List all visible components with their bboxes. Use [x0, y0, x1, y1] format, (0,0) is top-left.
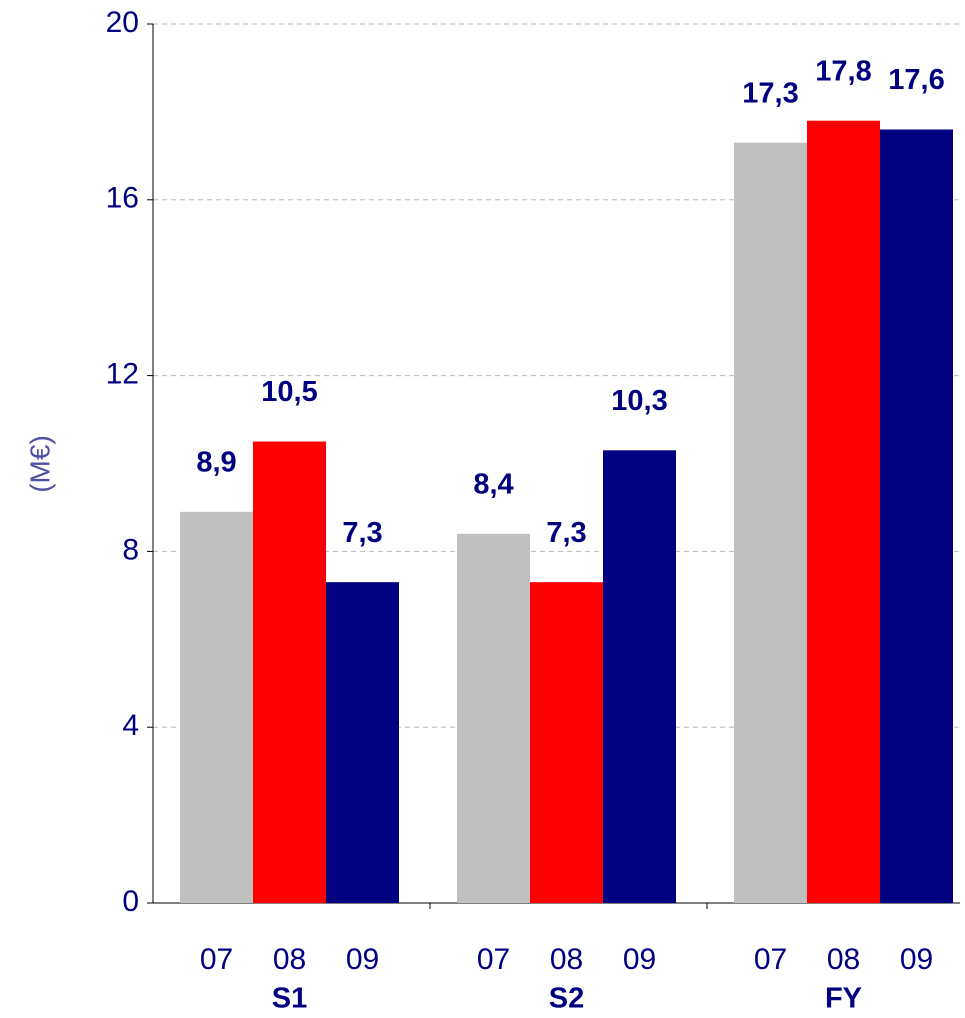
- bar: [807, 120, 880, 903]
- data-label: 8,4: [473, 468, 513, 500]
- bar: [180, 511, 253, 903]
- data-label: 7,3: [546, 517, 586, 549]
- y-tick-label: 8: [122, 533, 139, 566]
- bar: [880, 129, 953, 904]
- data-label: 10,5: [261, 376, 317, 408]
- series-label: 07: [477, 943, 510, 976]
- series-label: 08: [273, 943, 306, 976]
- y-tick-label: 16: [106, 182, 139, 215]
- series-label: 07: [200, 943, 233, 976]
- bar: [603, 450, 676, 903]
- bar: [530, 582, 603, 903]
- series-label: 09: [900, 943, 933, 976]
- series-label: 09: [346, 943, 379, 976]
- series-label: 08: [827, 943, 860, 976]
- x-tick-label: S2: [549, 983, 584, 1015]
- series-label: 08: [550, 943, 583, 976]
- x-tick-label: S1: [272, 983, 307, 1015]
- x-tick-label: FY: [825, 983, 862, 1015]
- series-label: 09: [623, 943, 656, 976]
- data-label: 17,3: [742, 77, 798, 109]
- data-label: 17,6: [888, 64, 944, 96]
- bar: [326, 582, 399, 903]
- y-tick-label: 12: [106, 358, 139, 391]
- data-label: 17,8: [815, 55, 871, 87]
- series-label: 07: [754, 943, 787, 976]
- data-label: 10,3: [611, 385, 667, 417]
- bar: [253, 441, 326, 903]
- y-tick-label: 20: [106, 6, 139, 39]
- y-tick-label: 0: [122, 885, 139, 918]
- data-label: 8,9: [196, 447, 236, 479]
- y-axis-label: (M€): [24, 435, 55, 493]
- bar: [457, 533, 530, 903]
- bar: [734, 142, 807, 904]
- y-tick-label: 4: [122, 709, 139, 742]
- data-label: 7,3: [342, 517, 382, 549]
